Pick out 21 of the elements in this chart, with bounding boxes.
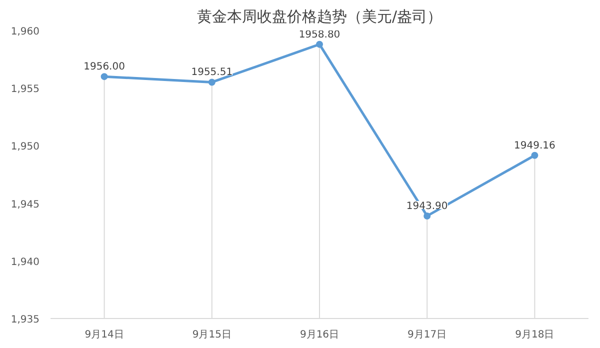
point [208,78,216,86]
data-label: 1955.51 [191,67,233,78]
chart-title: 黄金本周收盘价格趋势（美元/盎司） [196,8,442,26]
y-tick-label: 1,935 [10,314,40,326]
point [316,40,323,48]
data-label: 1949.16 [514,140,556,152]
data-label: 1956.00 [84,62,125,73]
x-tick-label: 9月14日 [84,330,124,340]
y-tick-label: 1,955 [10,84,40,96]
y-tick-label: 1,960 [10,26,40,38]
point [424,212,431,220]
y-tick-label: 1,950 [10,142,40,153]
y-tick-label: 1,945 [10,199,40,210]
x-tick-label: 9月17日 [408,330,447,340]
data-label: 1943.90 [406,200,448,212]
x-tick-label: 9月18日 [515,330,554,340]
y-tick-label: 1,940 [10,256,40,268]
x-tick-label: 9月16日 [300,330,340,340]
point [100,73,108,80]
point [531,152,538,159]
x-tick-label: 9月15日 [192,330,232,340]
